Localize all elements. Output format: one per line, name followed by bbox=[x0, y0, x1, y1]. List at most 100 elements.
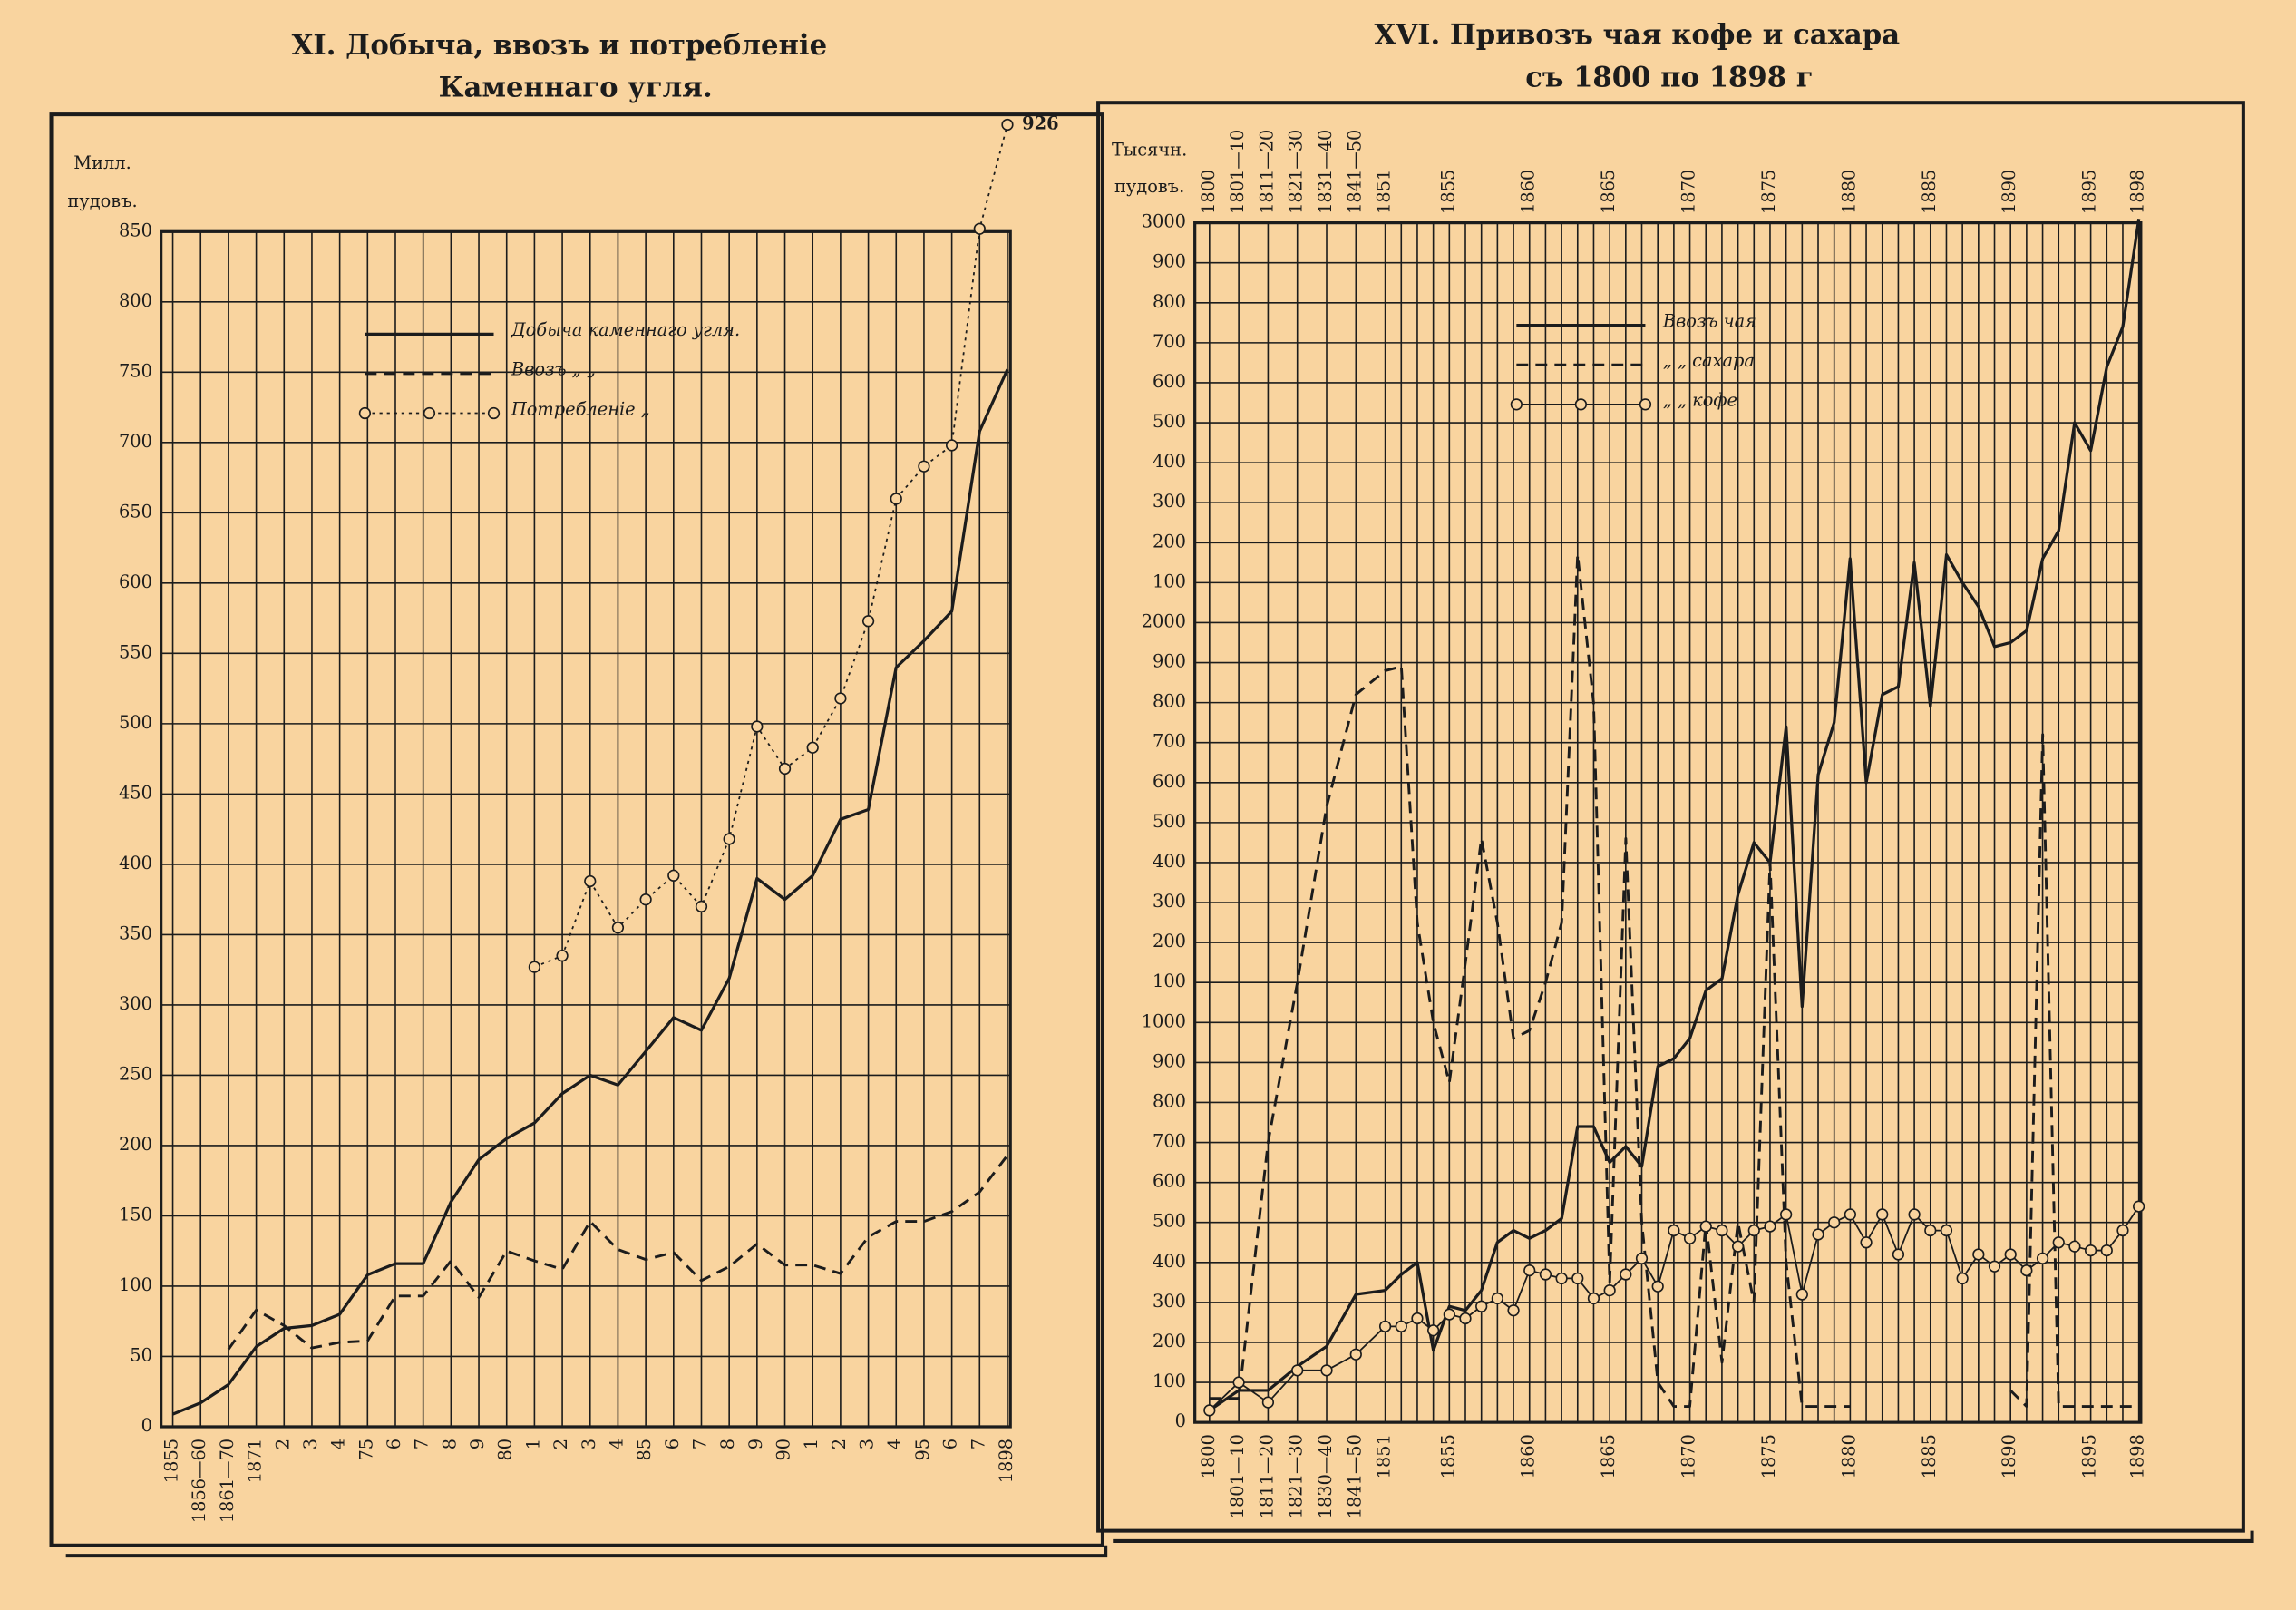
x-tick-label: 1895 bbox=[2079, 1434, 2100, 1478]
y-tick-label: 400 bbox=[1153, 851, 1186, 872]
y-tick-label: 800 bbox=[119, 290, 152, 311]
y-tick-label: 900 bbox=[1153, 251, 1186, 272]
point-marker bbox=[2116, 1224, 2129, 1237]
x-tick-label: 1865 bbox=[1598, 1434, 1619, 1478]
point-marker bbox=[556, 950, 569, 962]
x-tick-label: 1 bbox=[522, 1439, 543, 1449]
x-tick-label: 7 bbox=[968, 1439, 988, 1449]
point-marker bbox=[778, 762, 792, 776]
x-top-tick-label: 1831—40 bbox=[1315, 130, 1336, 214]
x-tick-label: 1830—40 bbox=[1315, 1434, 1336, 1518]
point-marker bbox=[1620, 1268, 1632, 1281]
legend-marker bbox=[1574, 398, 1588, 411]
x-tick-label: 3 bbox=[300, 1439, 321, 1449]
y-axis-label: Тысячн. bbox=[1112, 139, 1187, 160]
x-top-tick-label: 1880 bbox=[1838, 170, 1859, 214]
point-marker bbox=[1349, 1348, 1362, 1361]
panel-frame-shadow bbox=[65, 1545, 1108, 1558]
chart-subtitle: съ 1800 по 1898 г bbox=[1525, 61, 1813, 93]
point-marker bbox=[1635, 1252, 1649, 1265]
point-marker bbox=[723, 833, 735, 845]
point-marker bbox=[751, 720, 764, 733]
y-tick-label: 300 bbox=[1153, 491, 1186, 512]
legend-label: Добыча каменнаго угля. bbox=[511, 319, 740, 340]
y-tick-label: 450 bbox=[119, 782, 152, 803]
point-marker bbox=[584, 874, 597, 888]
y-tick-label: 500 bbox=[1153, 411, 1186, 432]
x-top-tick-label: 1800 bbox=[1198, 170, 1219, 214]
y-axis-label: Милл. bbox=[73, 152, 131, 173]
point-marker bbox=[1924, 1224, 1937, 1237]
x-top-tick-label: 1898 bbox=[2127, 170, 2148, 214]
series-line bbox=[1209, 553, 2139, 1408]
x-tick-label: 75 bbox=[355, 1439, 376, 1461]
x-tick-label: 7 bbox=[689, 1439, 710, 1449]
y-tick-label: 300 bbox=[119, 993, 152, 1014]
point-marker bbox=[667, 869, 680, 882]
x-tick-label: 4 bbox=[606, 1439, 627, 1449]
x-tick-label: 2 bbox=[829, 1439, 850, 1449]
y-axis-label: пудовъ. bbox=[67, 190, 137, 211]
point-marker bbox=[1587, 1292, 1600, 1305]
point-marker bbox=[1378, 1320, 1392, 1332]
point-marker bbox=[1860, 1236, 1873, 1249]
x-top-tick-label: 1851 bbox=[1374, 170, 1395, 214]
y-tick-label: 100 bbox=[1153, 571, 1186, 591]
point-marker bbox=[1764, 1220, 1776, 1233]
y-tick-label: 2000 bbox=[1142, 610, 1186, 631]
point-marker bbox=[1459, 1312, 1472, 1325]
x-tick-label: 8 bbox=[717, 1439, 738, 1449]
point-marker bbox=[834, 692, 847, 705]
legend-marker bbox=[423, 406, 436, 420]
point-marker bbox=[1668, 1224, 1680, 1237]
point-marker bbox=[1507, 1304, 1520, 1317]
x-tick-label: 1870 bbox=[1678, 1434, 1699, 1478]
y-tick-label: 0 bbox=[141, 1415, 152, 1436]
point-marker bbox=[1555, 1272, 1568, 1285]
x-tick-label: 6 bbox=[662, 1439, 683, 1449]
point-marker bbox=[1683, 1232, 1697, 1244]
y-tick-label: 1000 bbox=[1142, 1010, 1186, 1031]
y-tick-label: 200 bbox=[1153, 931, 1186, 951]
x-tick-label: 1885 bbox=[1919, 1434, 1940, 1478]
x-tick-label: 1800 bbox=[1198, 1434, 1219, 1478]
point-marker bbox=[1988, 1260, 2001, 1273]
series-line bbox=[227, 1154, 1009, 1351]
y-tick-label: 100 bbox=[1153, 971, 1186, 991]
y-tick-label: 200 bbox=[119, 1134, 152, 1155]
point-marker bbox=[1940, 1224, 1953, 1237]
point-marker bbox=[806, 741, 819, 754]
series-line bbox=[534, 124, 1008, 968]
x-tick-label: 1861—70 bbox=[217, 1439, 238, 1523]
y-tick-label: 600 bbox=[119, 571, 152, 592]
x-tick-label: 1875 bbox=[1758, 1434, 1779, 1478]
y-tick-label: 800 bbox=[1153, 291, 1186, 312]
x-tick-label: 1 bbox=[801, 1439, 822, 1449]
point-marker bbox=[1261, 1396, 1275, 1409]
point-marker bbox=[1892, 1248, 1905, 1261]
x-tick-label: 3 bbox=[579, 1439, 599, 1449]
panel-frame-shadow bbox=[1113, 1530, 2254, 1543]
x-tick-label: 90 bbox=[773, 1439, 794, 1461]
point-marker bbox=[918, 460, 930, 473]
point-marker bbox=[1571, 1272, 1584, 1285]
point-marker bbox=[1523, 1264, 1536, 1277]
x-tick-label: 8 bbox=[439, 1439, 460, 1449]
x-tick-label: 4 bbox=[884, 1439, 905, 1449]
point-marker bbox=[1603, 1284, 1616, 1297]
y-tick-label: 800 bbox=[1153, 1090, 1186, 1111]
y-tick-label: 500 bbox=[1153, 1211, 1186, 1232]
y-tick-label: 400 bbox=[119, 853, 152, 873]
plot-frame bbox=[160, 229, 1012, 1429]
point-marker bbox=[1651, 1280, 1664, 1293]
point-marker bbox=[1475, 1300, 1488, 1312]
x-top-tick-label: 1895 bbox=[2079, 170, 2100, 214]
legend-marker bbox=[1510, 398, 1523, 411]
series-line bbox=[171, 368, 1009, 1416]
x-tick-label: 9 bbox=[745, 1439, 766, 1449]
point-marker bbox=[2036, 1252, 2049, 1265]
x-top-tick-label: 1821—30 bbox=[1286, 130, 1307, 214]
x-tick-label: 1855 bbox=[161, 1439, 182, 1483]
point-marker bbox=[1812, 1228, 1824, 1241]
x-tick-label: 80 bbox=[495, 1439, 516, 1461]
